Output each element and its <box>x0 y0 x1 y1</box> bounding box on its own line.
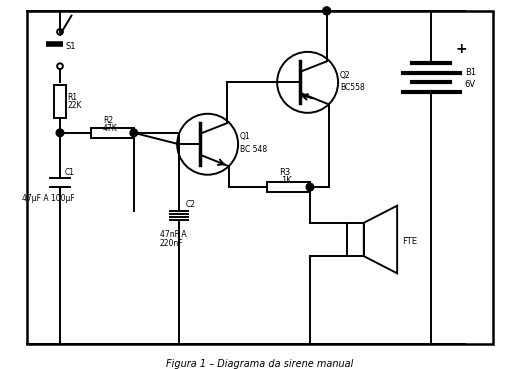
Text: R1: R1 <box>68 93 78 102</box>
Bar <box>91 128 134 138</box>
Text: C1: C1 <box>65 168 75 177</box>
Circle shape <box>323 7 331 15</box>
Text: S1: S1 <box>66 42 76 51</box>
Bar <box>347 223 364 256</box>
Text: Figura 1 – Diagrama da sirene manual: Figura 1 – Diagrama da sirene manual <box>166 359 354 369</box>
Text: C2: C2 <box>186 200 196 209</box>
Bar <box>267 182 310 192</box>
Text: FTE: FTE <box>402 237 417 246</box>
Text: 47μF A 100μF: 47μF A 100μF <box>22 194 75 203</box>
Text: +: + <box>455 42 467 56</box>
Circle shape <box>323 7 331 15</box>
Circle shape <box>130 129 138 137</box>
Text: Q2: Q2 <box>340 70 350 80</box>
Text: Q1: Q1 <box>240 132 251 141</box>
Text: BC 548: BC 548 <box>240 145 267 154</box>
Text: 22K: 22K <box>68 101 82 110</box>
Text: 220nF: 220nF <box>160 239 184 248</box>
Circle shape <box>306 183 314 191</box>
Text: 1K: 1K <box>281 176 292 185</box>
Bar <box>54 85 66 118</box>
Text: R3: R3 <box>279 168 290 177</box>
Text: R2: R2 <box>103 116 113 125</box>
Text: 47K: 47K <box>103 124 118 132</box>
Circle shape <box>56 129 64 137</box>
Text: BC558: BC558 <box>340 83 365 92</box>
Text: 47nF A: 47nF A <box>160 230 187 239</box>
Text: 6V: 6V <box>465 80 476 89</box>
Text: B1: B1 <box>465 68 476 77</box>
